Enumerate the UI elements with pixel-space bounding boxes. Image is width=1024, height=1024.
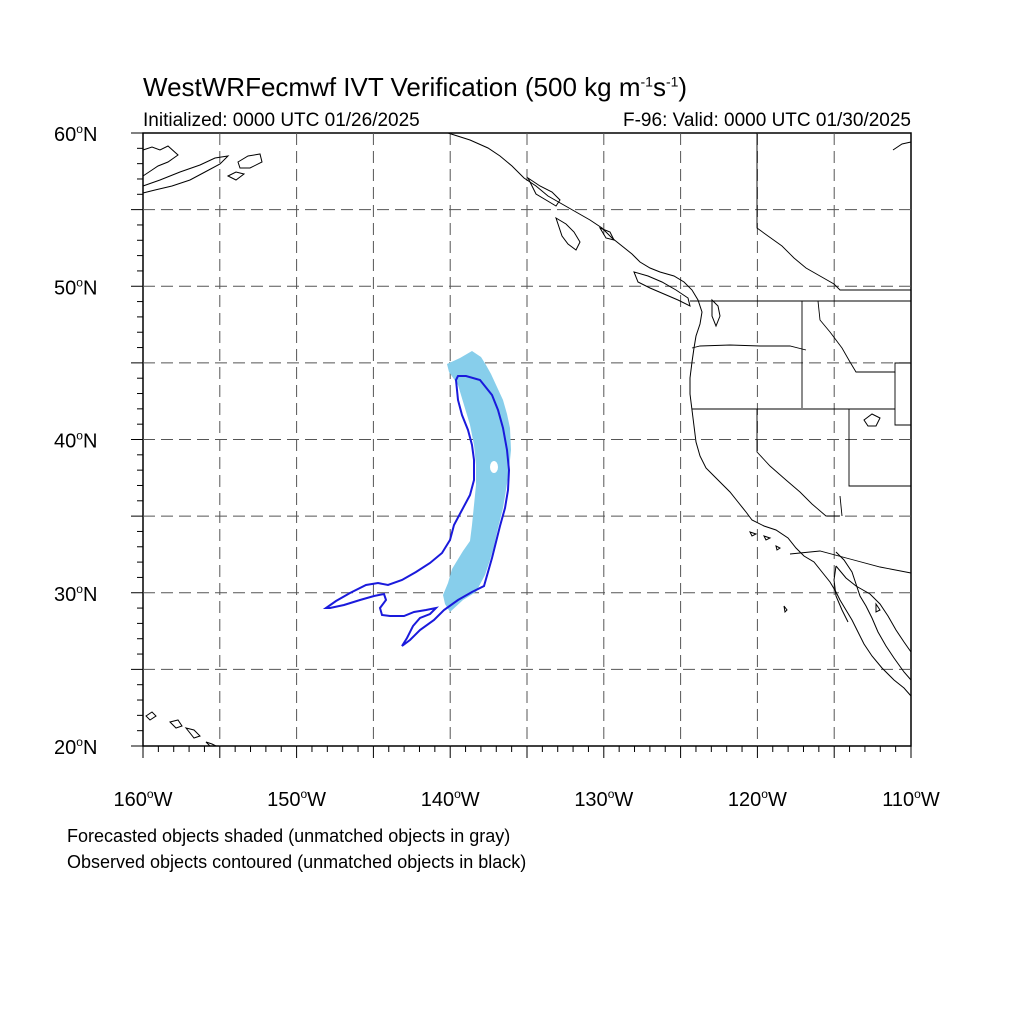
coastlines — [142, 132, 912, 747]
graticule — [143, 133, 911, 746]
lat-label: 60oN — [54, 122, 97, 146]
political-borders — [690, 133, 912, 574]
lon-label: 120oW — [728, 787, 787, 811]
lat-label: 50oN — [54, 275, 97, 299]
lat-label: 30oN — [54, 582, 97, 606]
axis-ticks — [131, 132, 912, 758]
lat-label: 20oN — [54, 735, 97, 759]
observed-contour — [322, 375, 511, 647]
forecast-shade — [443, 351, 511, 612]
legend-forecast-note: Forecasted objects shaded (unmatched obj… — [67, 826, 511, 846]
lon-label: 130oW — [574, 787, 633, 811]
forecast-object — [443, 351, 511, 612]
valid-time: F-96: Valid: 0000 UTC 01/30/2025 — [623, 110, 911, 131]
initialized-time: Initialized: 0000 UTC 01/26/2025 — [143, 110, 420, 131]
forecast-gap — [490, 461, 498, 473]
lon-label: 140oW — [421, 787, 480, 811]
chart-title: WestWRFecmwf IVT Verification (500 kg m-… — [143, 72, 688, 102]
lon-label: 110oW — [882, 787, 940, 811]
latitude-labels: 60oN 50oN 40oN 30oN 20oN — [54, 122, 97, 759]
lon-label: 160oW — [114, 787, 173, 811]
longitude-labels: 160oW 150oW 140oW 130oW 120oW 110oW — [114, 787, 940, 811]
lat-label: 40oN — [54, 429, 97, 453]
legend-observed-note: Observed objects contoured (unmatched ob… — [67, 852, 527, 872]
lon-label: 150oW — [267, 787, 326, 811]
